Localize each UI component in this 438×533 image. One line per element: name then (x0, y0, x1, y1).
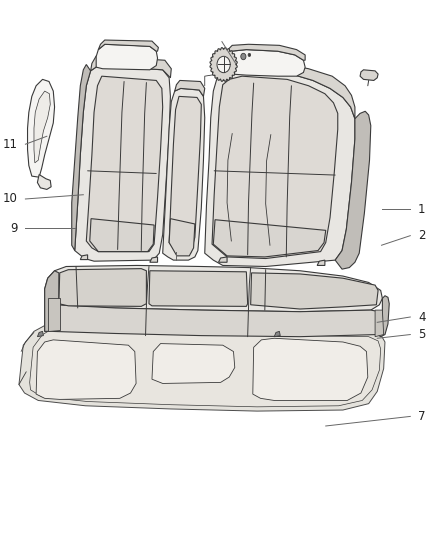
Polygon shape (251, 273, 378, 309)
Circle shape (248, 53, 251, 56)
Polygon shape (149, 271, 247, 306)
Circle shape (217, 56, 230, 72)
Polygon shape (218, 60, 355, 119)
Polygon shape (205, 68, 355, 266)
Polygon shape (210, 47, 237, 82)
Polygon shape (219, 257, 227, 262)
Polygon shape (36, 340, 136, 399)
Text: 1: 1 (418, 203, 425, 215)
Polygon shape (152, 344, 235, 383)
Polygon shape (45, 289, 382, 337)
Polygon shape (224, 50, 305, 76)
Text: 8: 8 (172, 268, 179, 280)
Polygon shape (28, 79, 55, 177)
Polygon shape (274, 332, 280, 337)
Text: 5: 5 (418, 328, 425, 341)
Polygon shape (162, 88, 205, 260)
Polygon shape (218, 69, 225, 78)
Polygon shape (45, 271, 59, 332)
Polygon shape (30, 328, 381, 407)
Text: 11: 11 (3, 138, 18, 151)
Polygon shape (72, 64, 91, 251)
Polygon shape (59, 269, 146, 306)
Circle shape (241, 53, 246, 60)
Polygon shape (37, 332, 43, 337)
Polygon shape (175, 80, 205, 96)
Polygon shape (317, 260, 325, 265)
Polygon shape (19, 322, 385, 411)
Polygon shape (375, 310, 384, 337)
Polygon shape (75, 66, 170, 261)
Polygon shape (99, 40, 159, 51)
Text: 4: 4 (418, 311, 425, 324)
Polygon shape (226, 44, 305, 60)
Polygon shape (96, 44, 158, 70)
Polygon shape (169, 219, 195, 256)
Polygon shape (48, 298, 60, 332)
Text: 9: 9 (10, 222, 18, 235)
Polygon shape (335, 111, 371, 269)
Polygon shape (34, 91, 50, 163)
Polygon shape (169, 96, 201, 253)
Text: 2: 2 (418, 229, 425, 242)
Polygon shape (360, 70, 378, 80)
Polygon shape (212, 76, 338, 259)
Polygon shape (150, 257, 158, 262)
Text: 10: 10 (3, 192, 18, 206)
Polygon shape (45, 265, 382, 312)
Polygon shape (86, 76, 162, 252)
Polygon shape (90, 219, 154, 252)
Polygon shape (253, 338, 368, 400)
Polygon shape (213, 220, 326, 257)
Text: 12: 12 (215, 50, 230, 62)
Polygon shape (80, 255, 88, 260)
Text: 7: 7 (418, 410, 425, 423)
Polygon shape (37, 174, 51, 189)
Polygon shape (91, 56, 171, 78)
Polygon shape (377, 296, 389, 337)
